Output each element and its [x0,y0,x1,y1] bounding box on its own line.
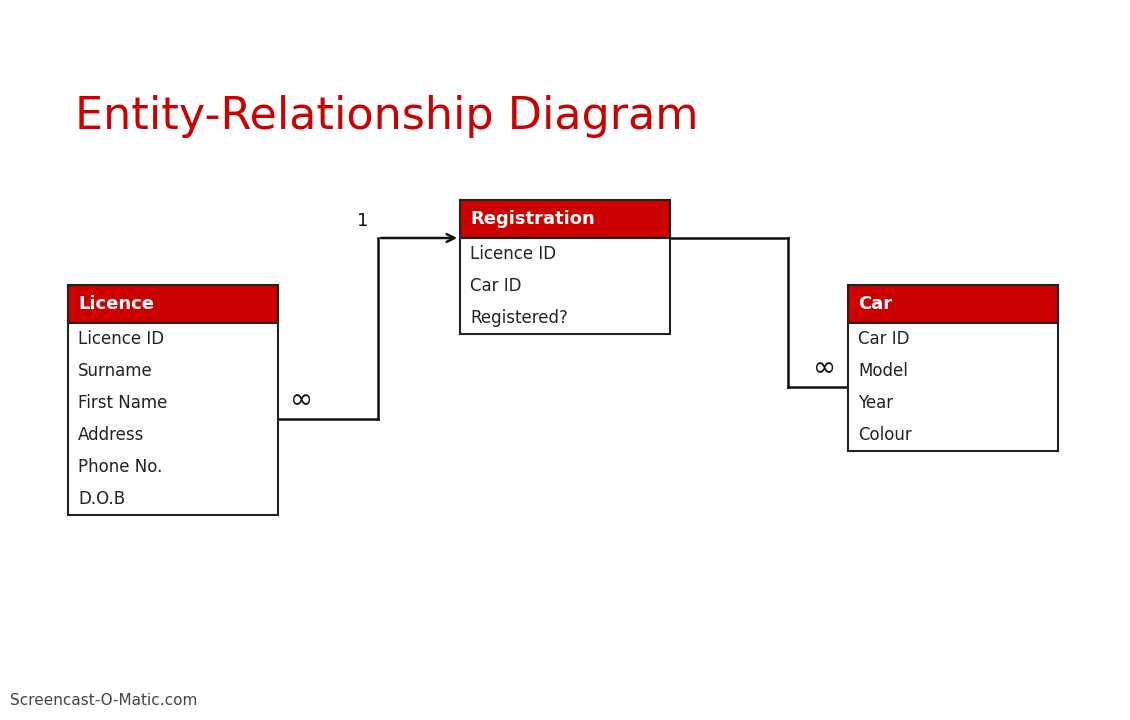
Text: Model: Model [858,362,907,380]
Text: Screencast-O-Matic.com: Screencast-O-Matic.com [10,693,198,708]
Text: Car ID: Car ID [470,277,522,295]
Text: First Name: First Name [78,394,167,412]
Text: Registered?: Registered? [470,309,568,327]
Bar [848,285,1058,323]
Text: Licence ID: Licence ID [78,330,164,348]
Bar [460,238,670,334]
Bar [68,323,278,515]
Text: Registration: Registration [470,210,594,228]
Text: ∞: ∞ [812,354,836,382]
Bar [848,323,1058,451]
Text: Licence ID: Licence ID [470,245,556,263]
Text: Entity-Relationship Diagram: Entity-Relationship Diagram [75,95,698,138]
Text: Address: Address [78,426,145,444]
Text: Year: Year [858,394,893,412]
Text: Phone No.: Phone No. [78,458,163,476]
Text: Colour: Colour [858,426,912,444]
Text: Licence: Licence [78,295,154,313]
Bar [68,285,278,323]
Text: Car ID: Car ID [858,330,910,348]
Text: Surname: Surname [78,362,153,380]
Text: Car: Car [858,295,892,313]
Text: ∞: ∞ [290,386,313,414]
Text: 1: 1 [357,212,368,230]
Text: D.O.B: D.O.B [78,490,125,508]
Bar [460,200,670,238]
